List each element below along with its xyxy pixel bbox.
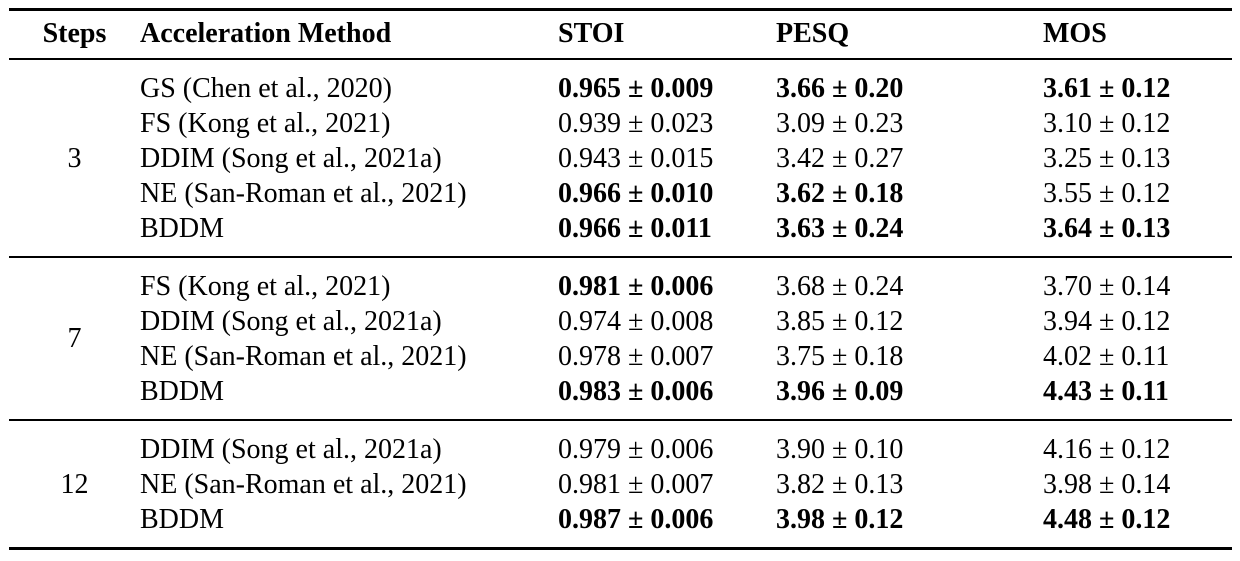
header-row: Steps Acceleration Method STOI PESQ MOS	[9, 10, 1232, 60]
table-row: NE (San-Roman et al., 2021) 0.981 ± 0.00…	[9, 467, 1232, 502]
stoi-cell: 0.939 ± 0.023	[558, 108, 714, 139]
group-steps-3: 3 GS (Chen et al., 2020) 0.965 ± 0.009 3…	[9, 59, 1232, 257]
table-row: 7 FS (Kong et al., 2021) 0.981 ± 0.006 3…	[9, 257, 1232, 354]
pesq-cell: 3.85 ± 0.12	[776, 306, 904, 337]
stoi-cell: 0.987 ± 0.006	[558, 504, 714, 535]
pesq-cell: 3.98 ± 0.12	[776, 504, 904, 535]
table-row: 12 DDIM (Song et al., 2021a) 0.979 ± 0.0…	[9, 420, 1232, 500]
mos-cell: 4.48 ± 0.12	[1043, 504, 1171, 535]
table-row: BDDM 0.987 ± 0.006 3.98 ± 0.12 4.48 ± 0.…	[9, 502, 1232, 549]
method-cell: FS (Kong et al., 2021)	[140, 108, 391, 139]
pesq-cell: 3.90 ± 0.10	[776, 434, 904, 465]
pesq-cell: 3.68 ± 0.24	[776, 271, 904, 302]
table-row: FS (Kong et al., 2021) 0.939 ± 0.023 3.0…	[9, 106, 1232, 141]
mos-cell: 3.61 ± 0.12	[1043, 73, 1171, 104]
mos-cell: 4.43 ± 0.11	[1043, 376, 1169, 407]
pesq-cell: 3.63 ± 0.24	[776, 213, 904, 244]
method-cell: BDDM	[140, 376, 225, 407]
pesq-cell: 3.09 ± 0.23	[776, 108, 904, 139]
steps-value: 7	[67, 323, 82, 354]
mos-cell: 3.10 ± 0.12	[1043, 108, 1171, 139]
steps-value: 12	[60, 468, 89, 500]
mos-cell: 3.55 ± 0.12	[1043, 178, 1171, 209]
mos-cell: 3.94 ± 0.12	[1043, 306, 1171, 337]
method-cell: NE (San-Roman et al., 2021)	[140, 469, 467, 500]
stoi-cell: 0.981 ± 0.007	[558, 469, 714, 500]
method-cell: DDIM (Song et al., 2021a)	[140, 143, 442, 174]
table-row: DDIM (Song et al., 2021a) 0.974 ± 0.008 …	[9, 304, 1232, 339]
stoi-cell: 0.983 ± 0.006	[558, 376, 714, 407]
stoi-cell: 0.943 ± 0.015	[558, 143, 714, 174]
table-row: 3 GS (Chen et al., 2020) 0.965 ± 0.009 3…	[9, 59, 1232, 174]
col-header-stoi: STOI	[558, 18, 625, 49]
mos-cell: 4.02 ± 0.11	[1043, 341, 1170, 372]
pesq-cell: 3.62 ± 0.18	[776, 178, 904, 209]
table-row: BDDM 0.983 ± 0.006 3.96 ± 0.09 4.43 ± 0.…	[9, 374, 1232, 420]
results-table: Steps Acceleration Method STOI PESQ MOS …	[9, 8, 1232, 550]
col-header-pesq: PESQ	[776, 18, 850, 49]
stoi-cell: 0.966 ± 0.010	[558, 178, 714, 209]
method-cell: NE (San-Roman et al., 2021)	[140, 341, 467, 372]
mos-cell: 3.64 ± 0.13	[1043, 213, 1171, 244]
pesq-cell: 3.66 ± 0.20	[776, 73, 904, 104]
pesq-cell: 3.75 ± 0.18	[776, 341, 904, 372]
method-cell: FS (Kong et al., 2021)	[140, 271, 391, 302]
method-cell: DDIM (Song et al., 2021a)	[140, 434, 442, 465]
table-header: Steps Acceleration Method STOI PESQ MOS	[9, 10, 1232, 60]
stoi-cell: 0.974 ± 0.008	[558, 306, 714, 337]
col-header-method: Acceleration Method	[140, 18, 392, 49]
mos-cell: 3.70 ± 0.14	[1043, 271, 1171, 302]
method-cell: BDDM	[140, 213, 225, 244]
steps-value: 3	[67, 142, 82, 174]
table-row: DDIM (Song et al., 2021a) 0.943 ± 0.015 …	[9, 141, 1232, 176]
mos-cell: 3.25 ± 0.13	[1043, 143, 1171, 174]
pesq-cell: 3.96 ± 0.09	[776, 376, 904, 407]
mos-cell: 3.98 ± 0.14	[1043, 469, 1171, 500]
stoi-cell: 0.979 ± 0.006	[558, 434, 714, 465]
table-row: NE (San-Roman et al., 2021) 0.978 ± 0.00…	[9, 339, 1232, 374]
method-cell: BDDM	[140, 504, 225, 535]
col-header-mos: MOS	[1043, 18, 1107, 49]
table-row: BDDM 0.966 ± 0.011 3.63 ± 0.24 3.64 ± 0.…	[9, 211, 1232, 257]
stoi-cell: 0.981 ± 0.006	[558, 271, 714, 302]
mos-cell: 4.16 ± 0.12	[1043, 434, 1171, 465]
col-header-steps: Steps	[42, 18, 107, 49]
group-steps-7: 7 FS (Kong et al., 2021) 0.981 ± 0.006 3…	[9, 257, 1232, 420]
stoi-cell: 0.965 ± 0.009	[558, 73, 714, 104]
stoi-cell: 0.978 ± 0.007	[558, 341, 714, 372]
method-cell: DDIM (Song et al., 2021a)	[140, 306, 442, 337]
method-cell: NE (San-Roman et al., 2021)	[140, 178, 467, 209]
pesq-cell: 3.82 ± 0.13	[776, 469, 904, 500]
table-row: NE (San-Roman et al., 2021) 0.966 ± 0.01…	[9, 176, 1232, 211]
method-cell: GS (Chen et al., 2020)	[140, 73, 392, 104]
stoi-cell: 0.966 ± 0.011	[558, 213, 712, 244]
pesq-cell: 3.42 ± 0.27	[776, 143, 904, 174]
group-steps-12: 12 DDIM (Song et al., 2021a) 0.979 ± 0.0…	[9, 420, 1232, 549]
